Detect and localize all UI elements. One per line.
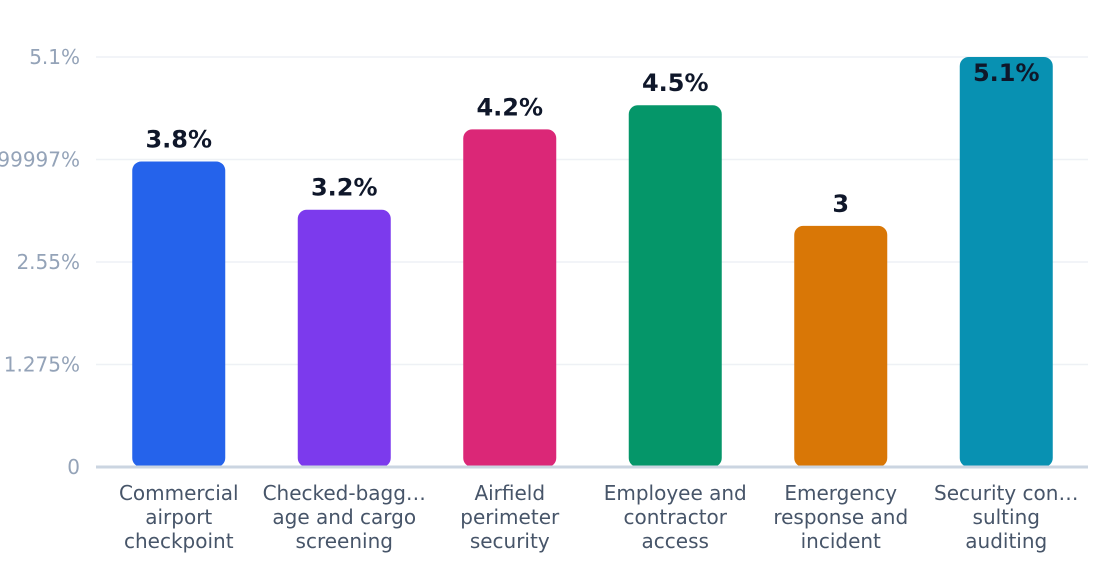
x-tick-label-line: Airfield <box>474 481 545 505</box>
x-tick-label-line: screening <box>296 529 393 553</box>
x-tick-label-line: Security con… <box>934 481 1078 505</box>
y-tick-label: 5.1% <box>29 45 80 69</box>
bar-value-label: 3 <box>832 190 849 218</box>
value-labels: 3.8% 3.2% 4.2% 4.5% 3 5.1% <box>145 59 1039 218</box>
x-tick-label-line: age and cargo <box>272 505 416 529</box>
x-tick-label-line: contractor <box>623 505 727 529</box>
x-tick-label-line: airport <box>145 505 212 529</box>
x-tick-label-line: checkpoint <box>124 529 234 553</box>
bar-value-label: 3.8% <box>145 126 212 154</box>
y-tick-label: 1.275% <box>4 353 80 377</box>
bar <box>297 209 391 467</box>
bars <box>132 57 1053 467</box>
bar-value-label: 5.1% <box>973 59 1040 87</box>
bar <box>959 57 1053 467</box>
x-tick-label-line: auditing <box>965 529 1047 553</box>
bar <box>132 161 226 467</box>
y-axis-ticks: 0 1.275% 2.55% 3.8249999999997% 5.1% <box>0 45 80 479</box>
x-tick-label-line: perimeter <box>460 505 560 529</box>
x-tick-label-line: Checked-bagg… <box>263 481 426 505</box>
x-tick-label-line: sulting <box>973 505 1040 529</box>
x-tick-label-line: access <box>642 529 709 553</box>
x-tick-label-line: incident <box>801 529 881 553</box>
y-tick-label: 0 <box>67 455 80 479</box>
y-tick-label: 3.8249999999997% <box>0 148 80 172</box>
bar-value-label: 3.2% <box>311 174 378 202</box>
y-tick-label: 2.55% <box>16 250 80 274</box>
x-tick-label-line: Commercial <box>119 481 239 505</box>
bar <box>794 225 888 467</box>
gridlines <box>96 56 1088 366</box>
bar <box>628 105 722 467</box>
x-tick-label-line: Emergency <box>784 481 897 505</box>
x-tick-label-line: response and <box>773 505 908 529</box>
bar-value-label: 4.5% <box>642 69 709 97</box>
x-tick-label-line: Employee and <box>604 481 747 505</box>
bar <box>463 129 557 467</box>
x-tick-label-line: security <box>470 529 550 553</box>
bar-value-label: 4.2% <box>476 93 543 121</box>
